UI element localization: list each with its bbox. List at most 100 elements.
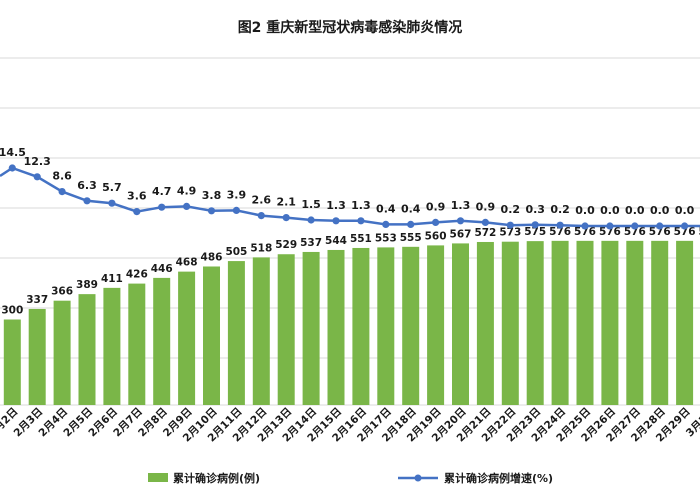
bar-value-label: 537 bbox=[300, 237, 322, 249]
bar-value-label: 389 bbox=[76, 279, 98, 291]
bar-value-label: 576 bbox=[574, 226, 596, 238]
line-value-label: 0.0 bbox=[650, 204, 670, 217]
bar bbox=[128, 283, 146, 405]
bar bbox=[252, 257, 270, 405]
bar bbox=[377, 247, 395, 405]
line-point bbox=[456, 217, 465, 225]
line-value-label: 12.3 bbox=[24, 155, 51, 168]
bar-value-label: 553 bbox=[375, 232, 397, 244]
bar-value-label: 366 bbox=[51, 286, 73, 298]
bar-value-label: 337 bbox=[26, 294, 48, 306]
growth-line bbox=[0, 166, 700, 228]
bar-value-label: 576 bbox=[624, 226, 646, 238]
line-value-label: 2.6 bbox=[252, 194, 272, 207]
chart-title: 图2 重庆新型冠状病毒感染肺炎情况 bbox=[238, 19, 463, 36]
line-point bbox=[133, 208, 141, 216]
line-value-label: 3.8 bbox=[202, 189, 222, 202]
line-point bbox=[357, 217, 365, 225]
line-value-label: 5.7 bbox=[102, 181, 122, 194]
line-point bbox=[207, 207, 216, 215]
line-value-label: 2.1 bbox=[276, 196, 296, 209]
line-value-label: 6.3 bbox=[77, 179, 97, 192]
bar bbox=[651, 240, 669, 405]
bar-series bbox=[3, 240, 694, 405]
bar bbox=[178, 271, 196, 405]
line-point bbox=[58, 188, 66, 196]
bar bbox=[402, 246, 420, 405]
bar bbox=[103, 287, 121, 405]
bar bbox=[3, 319, 21, 405]
bar-value-label: 572 bbox=[474, 227, 496, 239]
line-value-label: 0.3 bbox=[525, 203, 545, 216]
bar-value-label: 544 bbox=[325, 235, 347, 247]
bar-value-label: 505 bbox=[225, 246, 247, 258]
line-point bbox=[257, 212, 265, 220]
line-point bbox=[506, 221, 514, 229]
bar-value-label: 576 bbox=[649, 226, 671, 238]
x-axis-tick-labels: 2月2日2月3日2月4日2月5日2月6日2月7日2月8日2月9日2月10日2月1… bbox=[0, 406, 700, 445]
line-value-label: 0.0 bbox=[675, 204, 695, 217]
bar-value-label: 576 bbox=[549, 226, 571, 238]
line-value-label: 1.5 bbox=[301, 198, 321, 211]
bar bbox=[327, 249, 345, 405]
line-value-label: 0.4 bbox=[376, 202, 396, 215]
bar bbox=[53, 300, 71, 405]
bar-value-label: 446 bbox=[151, 263, 173, 275]
bar bbox=[28, 308, 46, 405]
legend-swatch-marker bbox=[414, 474, 422, 482]
line-point bbox=[606, 222, 614, 230]
line-value-label: 1.3 bbox=[326, 199, 346, 212]
bar-value-label: 486 bbox=[201, 251, 223, 263]
line-point bbox=[108, 199, 116, 207]
bar-value-label: 555 bbox=[400, 232, 422, 244]
bar bbox=[452, 243, 469, 405]
bar bbox=[601, 240, 619, 405]
bar-value-label: 426 bbox=[126, 269, 148, 281]
bar-value-label: 300 bbox=[1, 305, 23, 317]
line-point bbox=[83, 197, 91, 205]
bar-value-label: 518 bbox=[250, 242, 272, 254]
line-point bbox=[232, 206, 240, 214]
bar bbox=[78, 294, 96, 405]
line-point bbox=[332, 217, 340, 225]
bar bbox=[302, 251, 320, 405]
bar-value-label: 411 bbox=[101, 273, 123, 285]
bar-value-label: 576 bbox=[599, 226, 621, 238]
line-value-label: 0.4 bbox=[401, 202, 421, 215]
line-value-label: 3.6 bbox=[127, 190, 147, 203]
line-value-label: 0.9 bbox=[476, 200, 496, 213]
bar-value-label: 560 bbox=[425, 230, 447, 242]
bar-value-label: 576 bbox=[699, 226, 700, 238]
bar-value-label: 573 bbox=[499, 227, 521, 239]
bar bbox=[526, 241, 544, 405]
bar-value-label: 575 bbox=[524, 226, 546, 238]
line-point bbox=[432, 218, 440, 226]
line-point bbox=[282, 214, 290, 222]
line-value-label: 0.2 bbox=[501, 203, 521, 216]
line-value-labels: 14.512.38.6 6.3 5.7 3.6 4.7 4.9 3.8 3.9 2.6 2.1 1.… bbox=[0, 146, 700, 217]
bar-value-label: 576 bbox=[674, 226, 696, 238]
legend-label-bar: 累计确诊病例(例) bbox=[173, 471, 260, 485]
line-value-label: 1.3 bbox=[351, 199, 371, 212]
line-value-label: 3.9 bbox=[227, 188, 247, 201]
bar bbox=[551, 240, 569, 405]
line-point bbox=[556, 221, 564, 229]
bar bbox=[501, 241, 519, 405]
line-point bbox=[183, 202, 191, 210]
line-value-label: 1.3 bbox=[451, 199, 471, 212]
line-value-label: 8.6 bbox=[52, 170, 72, 183]
line-point bbox=[307, 216, 315, 224]
line-value-label: 0.0 bbox=[625, 204, 645, 217]
line-point bbox=[581, 222, 589, 230]
bar bbox=[352, 247, 370, 405]
line-point bbox=[33, 173, 41, 181]
line-point bbox=[8, 164, 16, 172]
bar bbox=[427, 245, 445, 405]
legend: 累计确诊病例(例) 累计确诊病例增速(%) bbox=[148, 471, 553, 485]
bar-value-label: 551 bbox=[350, 233, 372, 245]
line-point bbox=[407, 220, 415, 228]
bar bbox=[576, 240, 594, 405]
